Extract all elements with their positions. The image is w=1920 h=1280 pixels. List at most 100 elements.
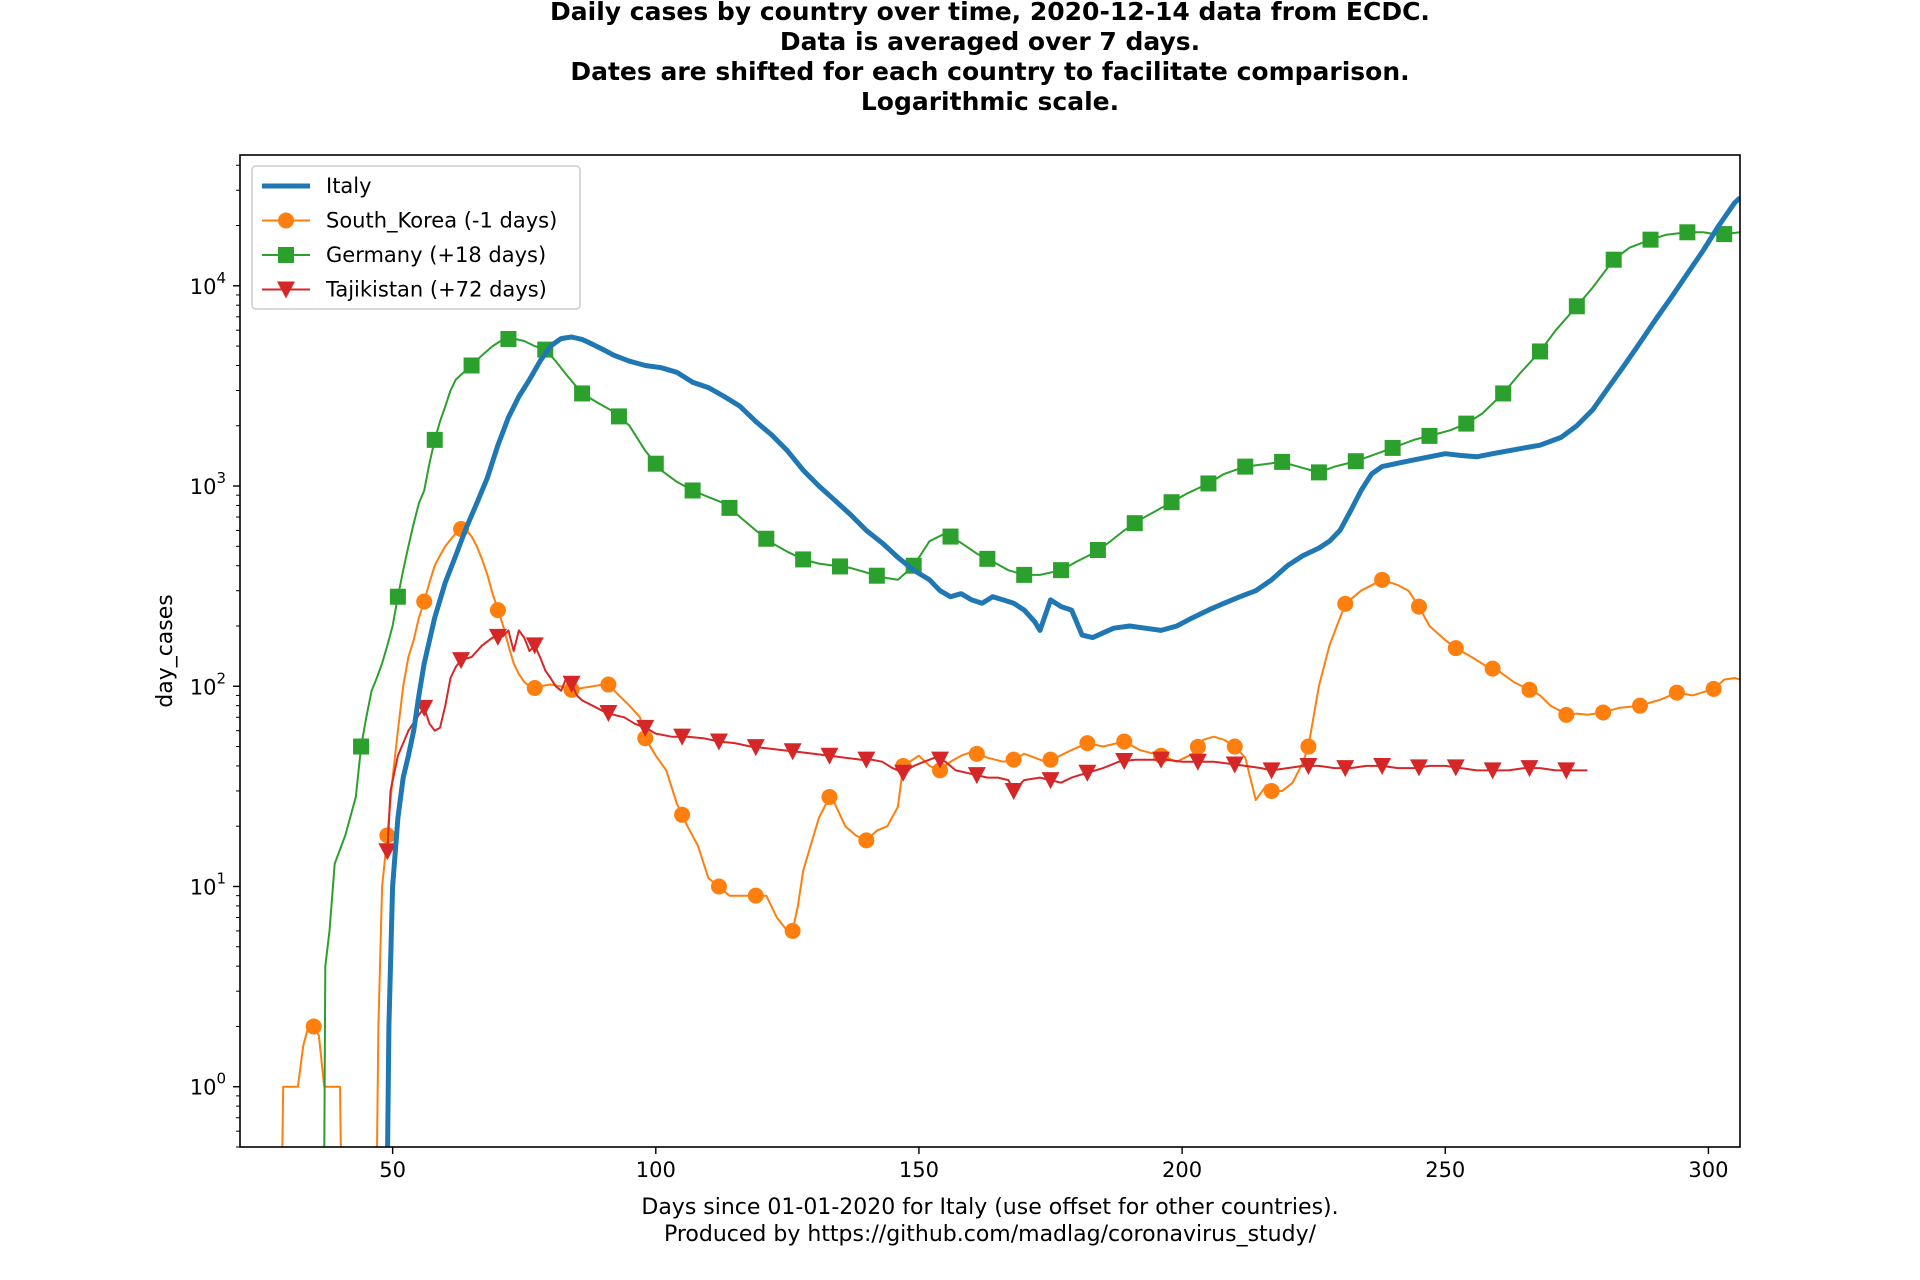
- series-2-marker-10: [684, 482, 701, 499]
- series-2-marker-12: [758, 530, 775, 547]
- series-1-marker-32: [1521, 681, 1538, 698]
- x-tick-label-0: 50: [379, 1158, 406, 1182]
- series-2-marker-2: [389, 588, 406, 605]
- series-2-marker-1: [353, 738, 370, 755]
- series-2-marker-28: [1347, 453, 1364, 470]
- series-1-marker-13: [821, 788, 838, 805]
- series-3-marker-20: [1115, 753, 1134, 771]
- series-2-marker-23: [1163, 494, 1180, 511]
- series-3-marker-25: [1299, 757, 1318, 775]
- legend-marker-2: [278, 247, 294, 263]
- series-3-marker-29: [1446, 759, 1465, 777]
- series-3: [378, 628, 1588, 861]
- x-tick-label-4: 250: [1425, 1158, 1465, 1182]
- series-1-marker-35: [1632, 697, 1648, 714]
- series-2-marker-26: [1274, 453, 1291, 470]
- x-axis: 50 100 150 200 250 300: [379, 1147, 1728, 1182]
- series-2-marker-33: [1532, 343, 1548, 360]
- series-1-marker-18: [1005, 751, 1022, 768]
- series-2-marker-7: [574, 385, 591, 402]
- series-3-marker-12: [820, 747, 839, 765]
- series-1-marker-8: [637, 730, 654, 747]
- series-2-marker-11: [721, 499, 738, 516]
- series-2-marker-30: [1421, 427, 1438, 444]
- series-3-marker-5: [562, 675, 581, 693]
- series-2-marker-38: [1716, 226, 1733, 243]
- series-1-marker-17: [968, 745, 985, 762]
- series-3-marker-2: [452, 652, 471, 670]
- legend-item-3: Tajikistan (+72 days): [262, 278, 547, 302]
- series-3-marker-31: [1520, 760, 1539, 778]
- x-axis-label-line-2: Produced by https://github.com/madlag/co…: [664, 1222, 1317, 1247]
- legend-marker-3: [277, 281, 295, 299]
- x-axis-label-line-1: Days since 01-01-2020 for Italy (use off…: [641, 1195, 1338, 1220]
- series-1-marker-30: [1447, 640, 1464, 657]
- series-3-marker-14: [894, 764, 913, 782]
- series-1-marker-27: [1337, 595, 1354, 612]
- series-1-marker-0: [305, 1018, 322, 1035]
- series-2-marker-22: [1126, 515, 1143, 532]
- series-1-marker-16: [932, 762, 948, 779]
- series-2-marker-19: [1016, 566, 1033, 583]
- series-1-marker-21: [1116, 733, 1133, 750]
- series-3-marker-8: [673, 728, 692, 746]
- series-1-marker-19: [1042, 751, 1059, 768]
- legend-label-0: Italy: [326, 174, 372, 198]
- series-3-marker-11: [783, 743, 802, 761]
- series-3-marker-15: [931, 751, 949, 769]
- series-3-marker-0: [378, 843, 397, 861]
- legend-item-0: Italy: [262, 174, 372, 198]
- series-3-marker-19: [1078, 764, 1097, 782]
- series-1-marker-10: [710, 878, 727, 895]
- series-3-marker-30: [1483, 762, 1502, 780]
- series-2-marker-29: [1384, 439, 1401, 456]
- series-1-marker-24: [1226, 738, 1243, 755]
- series-2-marker-32: [1495, 385, 1512, 402]
- series-2-marker-35: [1605, 251, 1622, 268]
- series-3-marker-32: [1557, 762, 1576, 780]
- series-3-marker-18: [1041, 772, 1060, 790]
- series-3-marker-26: [1336, 760, 1355, 778]
- legend-label-2: Germany (+18 days): [326, 243, 546, 267]
- series-1-marker-14: [858, 832, 875, 849]
- series-3-marker-7: [636, 719, 655, 737]
- series-1-marker-12: [784, 922, 801, 939]
- chart-title: Daily cases by country over time, 2020-1…: [550, 0, 1430, 116]
- legend-item-1: South_Korea (-1 days): [262, 209, 557, 234]
- series-2-marker-17: [942, 528, 959, 545]
- series-2-marker-8: [610, 408, 627, 425]
- series-3-marker-22: [1188, 753, 1207, 771]
- series-2-marker-21: [1089, 541, 1106, 558]
- series-2-marker-36: [1642, 231, 1659, 248]
- title-line-2: Data is averaged over 7 days.: [780, 27, 1200, 56]
- title-line-4: Logarithmic scale.: [861, 87, 1119, 116]
- series-1-marker-33: [1558, 706, 1575, 723]
- series-2-marker-13: [795, 551, 812, 568]
- series-3-marker-24: [1262, 762, 1281, 780]
- series-3-marker-16: [967, 767, 986, 785]
- x-tick-label-3: 200: [1162, 1158, 1202, 1182]
- series-1-marker-5: [526, 680, 543, 697]
- legend-label-3: Tajikistan (+72 days): [325, 278, 547, 302]
- series-3-marker-21: [1152, 751, 1171, 769]
- series-2-marker-34: [1568, 298, 1585, 315]
- series-2-marker-25: [1237, 458, 1254, 475]
- series-2-marker-4: [463, 357, 480, 374]
- series-2-marker-15: [868, 567, 885, 584]
- series-2-marker-18: [979, 550, 996, 567]
- legend-box: [251, 165, 581, 310]
- series-0: [385, 195, 1740, 1147]
- series-1-marker-25: [1263, 782, 1280, 799]
- series-1-marker-7: [600, 676, 617, 693]
- x-tick-label-2: 150: [899, 1158, 939, 1182]
- series-1-marker-29: [1410, 598, 1427, 615]
- legend-marker-1: [278, 212, 294, 229]
- title-line-3: Dates are shifted for each country to fa…: [570, 57, 1409, 86]
- series-2-marker-24: [1200, 475, 1217, 492]
- series-1-marker-23: [1189, 738, 1206, 755]
- x-tick-label-5: 300: [1688, 1158, 1728, 1182]
- series-line-3: [386, 629, 1588, 852]
- series-3-marker-9: [709, 733, 728, 751]
- series-2-marker-27: [1310, 464, 1327, 481]
